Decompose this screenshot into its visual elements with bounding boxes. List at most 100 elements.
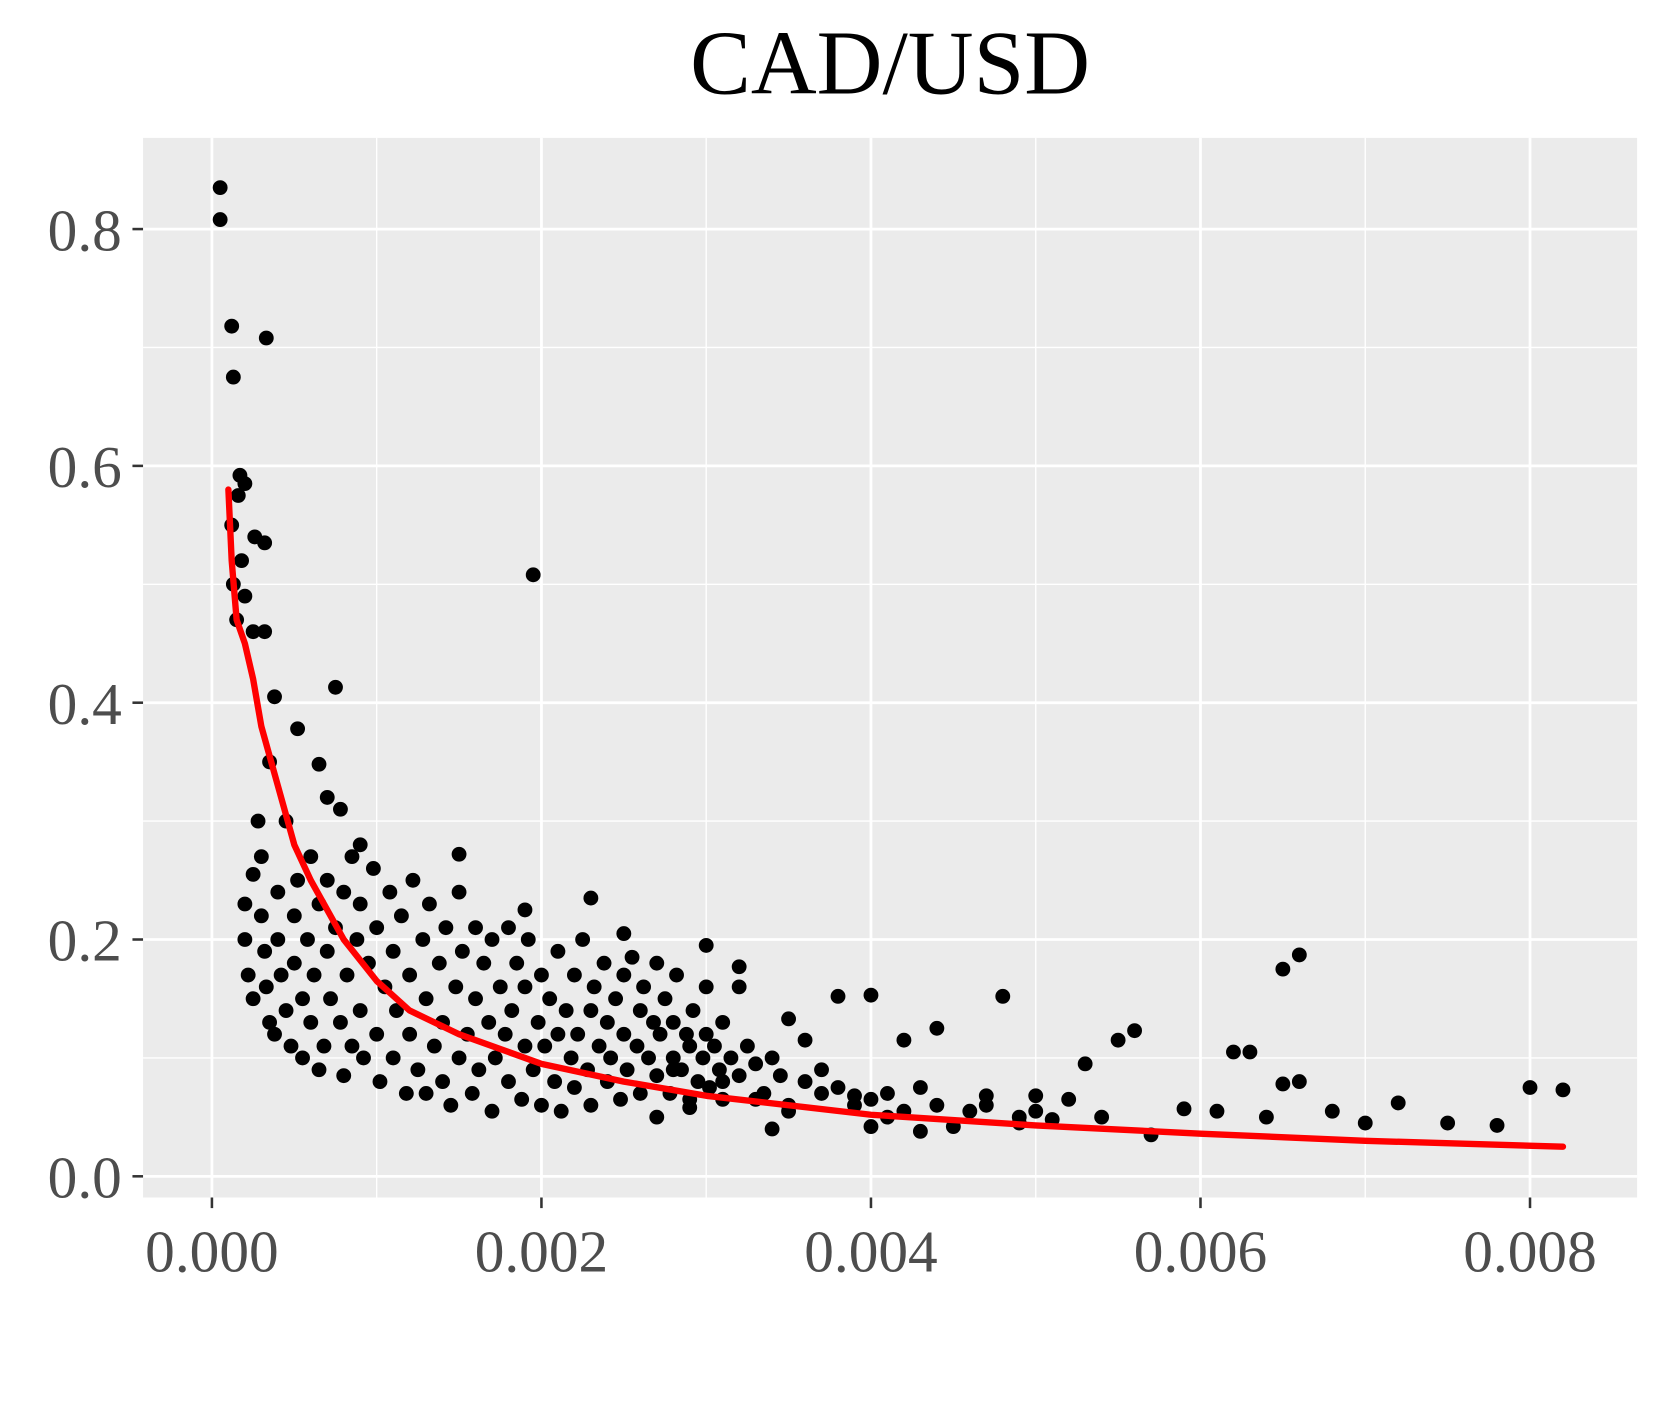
scatter-point: [517, 1038, 533, 1054]
scatter-point: [1242, 1044, 1258, 1060]
scatter-point: [435, 1074, 451, 1090]
scatter-point: [978, 1097, 994, 1113]
scatter-point: [262, 1014, 278, 1030]
scatter-point: [257, 624, 273, 640]
scatter-point: [1110, 1032, 1126, 1048]
scatter-point: [319, 943, 335, 959]
scatter-point: [723, 1050, 739, 1066]
scatter-point: [534, 1097, 549, 1113]
scatter-point: [1061, 1091, 1077, 1107]
scatter-point: [286, 955, 302, 971]
scatter-point: [344, 849, 360, 865]
scatter-point: [212, 212, 228, 228]
scatter-point: [880, 1086, 895, 1101]
scatter-point: [698, 979, 714, 995]
scatter-point: [237, 476, 253, 492]
scatter-point: [553, 1103, 569, 1119]
scatter-point: [270, 932, 286, 947]
scatter-point: [336, 884, 352, 900]
scatter-point: [258, 330, 274, 346]
scatter-point: [646, 1014, 661, 1030]
scatter-point: [558, 1003, 574, 1018]
scatter-point: [830, 988, 846, 1004]
scatter-point: [402, 967, 418, 983]
scatter-point: [509, 955, 525, 971]
scatter-point: [1291, 947, 1307, 963]
scatter-point: [476, 955, 492, 971]
scatter-point: [333, 801, 348, 817]
scatter-point: [665, 1014, 681, 1030]
scatter-point: [764, 1121, 780, 1137]
scatter-point: [619, 1062, 635, 1078]
scatter-point: [369, 1026, 385, 1042]
scatter-point: [230, 488, 246, 503]
scatter-point: [781, 1011, 797, 1027]
scatter-point: [240, 967, 256, 983]
scatter-point: [591, 1038, 607, 1054]
scatter-point: [1275, 1076, 1291, 1092]
scatter-point: [316, 1038, 332, 1054]
scatter-point: [339, 967, 355, 983]
scatter-point: [731, 959, 747, 975]
x-tick-label: 0.008: [1463, 1219, 1597, 1285]
scatter-point: [563, 1050, 579, 1066]
scatter-point: [492, 979, 508, 995]
scatter-point: [393, 908, 409, 924]
scatter-point: [344, 1038, 360, 1054]
scatter-point: [534, 967, 549, 983]
y-tick-label: 0.4: [48, 671, 122, 737]
scatter-point: [481, 1014, 497, 1030]
scatter-point: [369, 920, 385, 936]
scatter-point: [632, 1003, 648, 1018]
scatter-point: [814, 1086, 829, 1101]
scatter-point: [583, 890, 599, 906]
scatter-point: [283, 1038, 299, 1054]
scatter-point: [682, 1038, 698, 1054]
scatter-point: [641, 1050, 656, 1066]
x-tick-label: 0.000: [145, 1219, 278, 1285]
scatter-point: [698, 938, 714, 953]
scatter-point: [212, 180, 228, 196]
scatter-point: [415, 932, 431, 947]
scatter-point: [665, 1050, 681, 1066]
scatter-point: [695, 1050, 711, 1066]
scatter-point: [649, 1109, 665, 1125]
scatter-point: [702, 1080, 717, 1095]
scatter-point: [352, 896, 368, 912]
scatter-point: [385, 943, 401, 959]
scatter-point: [352, 837, 368, 853]
scatter-point: [674, 1062, 689, 1078]
scatter-point: [451, 1050, 467, 1066]
plot-panel: [143, 137, 1638, 1198]
scatter-point: [448, 979, 464, 995]
scatter-point: [896, 1032, 912, 1048]
scatter-point: [323, 991, 338, 1007]
scatter-point: [629, 1038, 645, 1054]
fit-line: [225, 486, 1567, 1150]
scatter-point: [245, 991, 261, 1007]
scatter-point: [711, 1062, 727, 1078]
x-tick-label: 0.002: [475, 1219, 609, 1285]
scatter-point: [484, 1103, 500, 1119]
scatter-point: [253, 849, 269, 865]
scatter-point: [468, 991, 483, 1007]
scatter-point: [319, 872, 335, 888]
scatter-point: [525, 567, 541, 583]
scatter-point: [566, 1080, 582, 1095]
scatter-point: [250, 813, 266, 829]
scatter-point: [398, 1086, 414, 1101]
scatter-point: [418, 991, 434, 1007]
scatter-point: [484, 932, 500, 947]
scatter-point: [418, 1086, 434, 1101]
scatter-point: [566, 967, 582, 983]
scatter-point: [303, 849, 319, 865]
scatter-point: [517, 979, 533, 995]
scatter-point: [319, 790, 335, 805]
scatter-point: [497, 1026, 513, 1042]
scatter-point: [300, 932, 315, 947]
scatter-point: [372, 1074, 388, 1090]
scatter-point: [1440, 1115, 1456, 1131]
scatter-point: [575, 932, 591, 947]
chart-title: CAD/USD: [690, 12, 1090, 113]
scatter-point: [530, 1014, 546, 1030]
